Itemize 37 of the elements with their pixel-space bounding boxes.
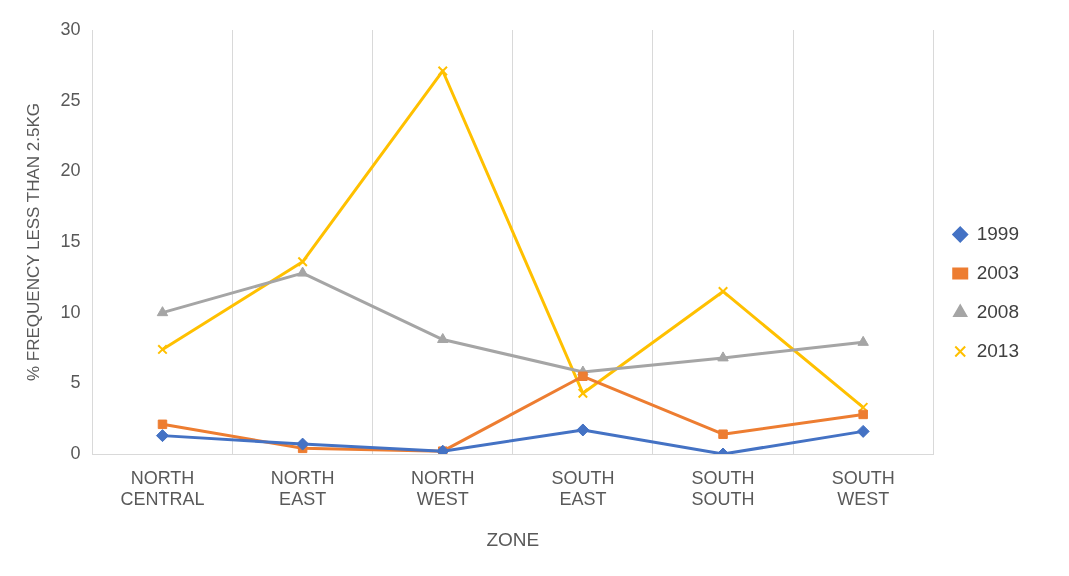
point <box>577 387 589 399</box>
point <box>157 419 168 430</box>
x-tick-label: SOUTH EAST <box>551 467 615 510</box>
y-tick-label: 0 <box>70 442 81 463</box>
point <box>437 65 448 77</box>
y-tick-label: 15 <box>60 230 81 251</box>
point <box>297 256 308 268</box>
x-tick-label: NORTH CENTRAL <box>120 467 205 510</box>
point <box>858 409 868 420</box>
y-tick-label: 25 <box>60 89 81 110</box>
y-axis-title: % FREQUENCY LESS THAN 2.5KG <box>23 102 43 382</box>
legend-label: 1999 <box>976 222 1020 244</box>
point <box>718 429 728 439</box>
point <box>155 429 169 443</box>
point <box>717 286 729 297</box>
point <box>856 424 870 438</box>
legend-label: 2013 <box>976 339 1020 361</box>
point <box>717 351 729 362</box>
x-tick-label: NORTH WEST <box>410 467 475 510</box>
point <box>857 335 869 346</box>
y-tick-label: 5 <box>70 372 81 393</box>
point <box>157 344 168 355</box>
point <box>578 371 588 382</box>
x-axis-title: ZONE <box>486 528 540 550</box>
point <box>296 437 310 451</box>
y-tick-label: 20 <box>60 160 81 181</box>
y-tick-label: 10 <box>60 301 81 322</box>
point <box>857 402 869 413</box>
x-tick-label: NORTH EAST <box>270 467 335 510</box>
y-tick-label: 30 <box>60 18 81 39</box>
point <box>576 423 590 437</box>
x-tick-label: SOUTH SOUTH <box>691 467 755 510</box>
point <box>156 306 169 317</box>
point <box>437 333 449 344</box>
legend-label: 2008 <box>976 300 1020 322</box>
legend-label: 2003 <box>976 261 1020 283</box>
x-tick-label: SOUTH WEST <box>831 467 895 510</box>
